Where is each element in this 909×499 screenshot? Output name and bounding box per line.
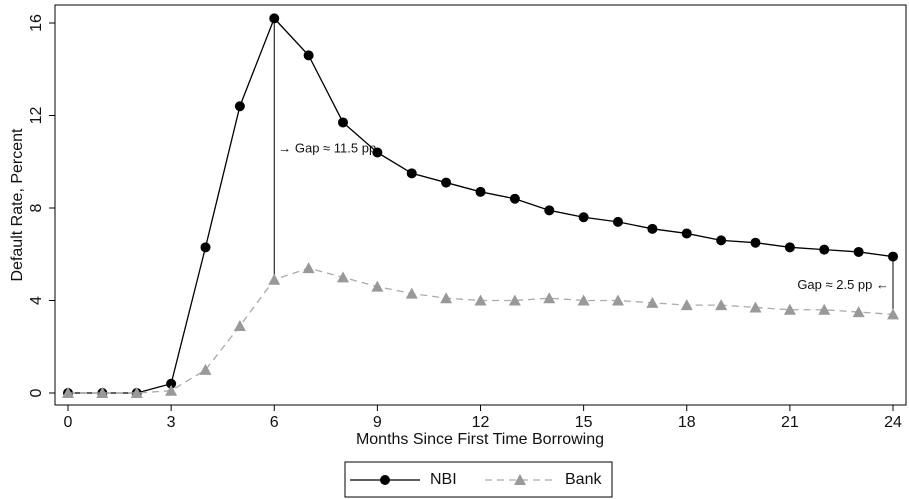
data-point [302,262,315,274]
data-point [888,251,898,262]
data-point [338,117,348,128]
data-point [749,301,762,313]
y-tick-label: 4 [28,296,45,305]
data-point [372,147,383,158]
data-point [612,294,624,306]
x-tick-label: 0 [64,414,73,431]
data-point [475,186,486,197]
data-point [268,273,281,285]
data-point [303,50,314,61]
data-point [544,205,555,216]
series-line [68,17,894,394]
x-axis-label: Months Since First Time Borrowing [356,431,604,448]
data-point [543,292,556,304]
y-axis-label: Default Rate, Percent [9,128,26,282]
data-point [337,271,349,283]
data-point [818,303,831,315]
data-point [441,177,452,188]
data-point [852,306,865,318]
plot-frame [54,4,907,406]
x-tick-label: 15 [575,414,593,431]
legend-marker [514,474,526,485]
data-point [130,387,143,398]
legend-label: NBI [430,471,457,488]
data-point [681,228,692,239]
x-tick-label: 24 [884,414,902,431]
data-point [577,294,590,306]
x-tick-label: 18 [678,414,696,431]
data-point [166,378,177,389]
data-point [750,237,761,248]
data-point [62,387,74,398]
data-point [165,384,178,396]
data-point [96,387,109,398]
data-point [508,294,521,306]
series-line [68,267,894,394]
data-point [613,216,623,227]
x-tick-label: 6 [270,414,279,431]
data-point [784,242,795,253]
data-point [716,235,727,246]
legend-box [344,461,613,498]
data-point [646,296,659,308]
data-point [680,299,693,311]
data-point [440,292,453,304]
data-point [269,13,280,24]
data-point [200,242,211,253]
data-point [783,303,796,315]
annotation: Gap ≈ 2.5 pp ← [797,277,889,292]
y-tick-label: 12 [28,107,45,125]
annotation: → Gap ≈ 11.5 pp [278,140,376,155]
data-point [715,299,728,311]
y-tick-label: 8 [28,203,45,212]
data-point [819,244,830,255]
x-tick-label: 12 [472,414,490,431]
data-point [509,193,520,204]
data-point [578,212,589,223]
legend-marker [380,475,390,485]
x-tick-label: 3 [167,414,176,431]
legend-label: Bank [565,471,602,488]
data-point [199,363,212,375]
data-point [474,294,487,306]
data-point [647,223,658,234]
data-point [371,280,384,292]
x-tick-label: 21 [781,414,799,431]
data-point [234,101,245,112]
y-tick-label: 16 [28,14,45,32]
data-point [405,287,418,299]
x-tick-label: 9 [373,414,382,431]
data-point [233,319,246,331]
data-point [853,246,864,257]
y-tick-label: 0 [28,388,45,397]
data-point [406,168,417,179]
data-point [887,308,899,320]
